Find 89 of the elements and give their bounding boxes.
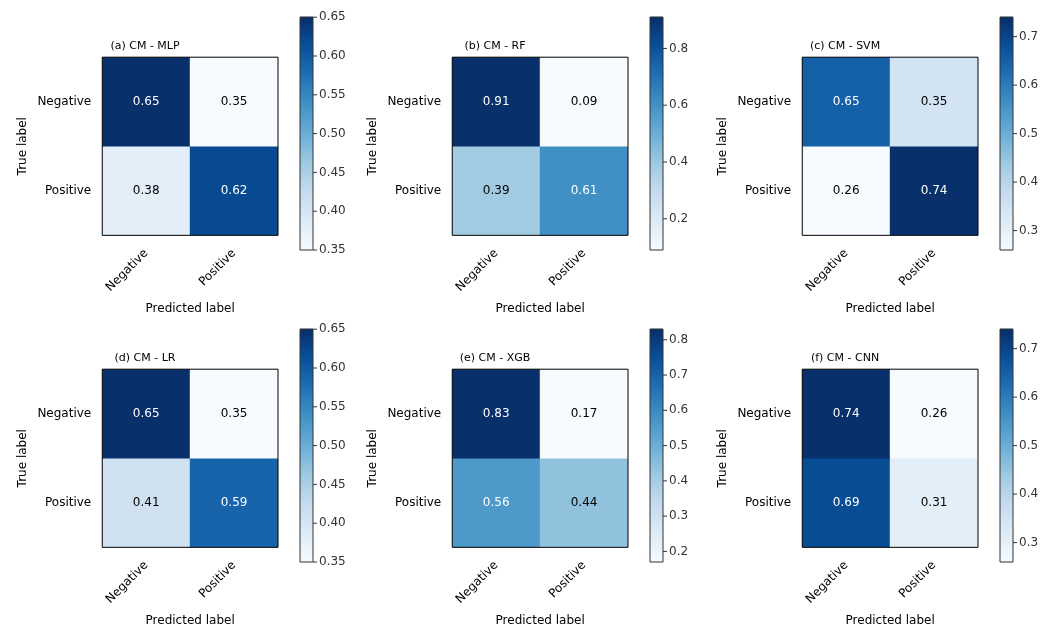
y-tick-label: Positive [744, 182, 792, 197]
x-axis-title: Predicted label [145, 612, 235, 627]
y-tick-label: Negative [387, 405, 442, 420]
chart-title: (d) CM - LR [114, 351, 176, 365]
color-bar-label: 0.35 [319, 554, 346, 569]
color-bar-label: 0.55 [319, 86, 346, 101]
y-tick-label: Positive [44, 494, 92, 509]
data-label: 0.74 [832, 405, 860, 420]
data-label: 0.91 [482, 93, 510, 108]
data-label: 0.65 [132, 93, 160, 108]
y-tick-label: Negative [737, 405, 792, 420]
color-bar-label: 0.40 [319, 203, 346, 218]
color-bar-label: 0.2 [669, 543, 689, 558]
color-bar-label: 0.60 [319, 360, 346, 375]
y-axis-title: True label [15, 429, 30, 489]
data-label: 0.39 [482, 182, 510, 197]
color-bar-label: 0.8 [669, 40, 689, 55]
data-label: 0.35 [920, 93, 948, 108]
color-bar-label: 0.35 [319, 242, 346, 257]
data-label: 0.35 [220, 405, 248, 420]
data-label: 0.26 [832, 182, 860, 197]
data-label: 0.65 [132, 405, 160, 420]
color-bar-label: 0.7 [1019, 340, 1039, 355]
chart-title: (c) CM - SVM [809, 39, 881, 53]
x-axis-title: Predicted label [495, 300, 585, 315]
y-axis-title: True label [715, 429, 730, 489]
color-bar-label: 0.55 [319, 398, 346, 413]
data-label: 0.41 [132, 494, 160, 509]
chart-title: (a) CM - MLP [110, 39, 180, 53]
y-tick-label: Negative [387, 93, 442, 108]
color-bar-label: 0.6 [1019, 77, 1039, 92]
y-tick-label: Positive [394, 494, 442, 509]
color-bar-label: 0.60 [319, 48, 346, 63]
color-bar-label: 0.6 [669, 97, 689, 112]
y-tick-label: Negative [37, 93, 92, 108]
color-bar-label: 0.4 [1019, 486, 1039, 501]
color-bar-label: 0.50 [319, 437, 346, 452]
chart-title: (b) CM - RF [464, 39, 526, 53]
color-bar-label: 0.45 [319, 164, 346, 179]
color-bar-label: 0.7 [669, 367, 689, 382]
data-label: 0.35 [220, 93, 248, 108]
data-label: 0.62 [220, 182, 248, 197]
color-bar-label: 0.50 [319, 125, 346, 140]
color-bar-label: 0.45 [319, 476, 346, 491]
y-tick-label: Positive [744, 494, 792, 509]
y-tick-label: Positive [44, 182, 92, 197]
color-bar-label: 0.40 [319, 515, 346, 530]
color-bar-label: 0.5 [1019, 437, 1039, 452]
color-bar-label: 0.2 [669, 210, 689, 225]
color-bar-label: 0.65 [319, 9, 346, 24]
data-label: 0.74 [920, 182, 948, 197]
x-axis-title: Predicted label [845, 300, 935, 315]
color-bar-label: 0.5 [1019, 125, 1039, 140]
data-label: 0.59 [220, 494, 248, 509]
data-label: 0.26 [920, 405, 948, 420]
data-label: 0.83 [482, 405, 510, 420]
y-axis-title: True label [365, 117, 380, 177]
color-bar-label: 0.3 [669, 508, 689, 523]
color-bar-label: 0.65 [319, 321, 346, 336]
color-bar-label: 0.7 [1019, 28, 1039, 43]
color-bar-label: 0.5 [669, 437, 689, 452]
x-axis-title: Predicted label [495, 612, 585, 627]
color-bar-label: 0.8 [669, 331, 689, 346]
color-bar-label: 0.3 [1019, 534, 1039, 549]
x-axis-title: Predicted label [145, 300, 235, 315]
data-label: 0.09 [570, 93, 598, 108]
color-bar-label: 0.6 [1019, 389, 1039, 404]
data-label: 0.56 [482, 494, 510, 509]
y-tick-label: Negative [737, 93, 792, 108]
data-label: 0.65 [832, 93, 860, 108]
color-bar-label: 0.4 [669, 473, 689, 487]
y-axis-title: True label [365, 429, 380, 489]
data-label: 0.31 [920, 494, 948, 509]
data-label: 0.17 [570, 405, 598, 420]
x-axis-title: Predicted label [845, 612, 935, 627]
data-label: 0.38 [132, 182, 160, 197]
y-tick-label: Positive [394, 182, 442, 197]
data-label: 0.69 [832, 494, 860, 509]
color-bar-label: 0.6 [669, 402, 689, 417]
color-bar-label: 0.3 [1019, 222, 1039, 237]
chart-title: (e) CM - XGB [459, 351, 531, 365]
color-bar-label: 0.4 [669, 154, 689, 169]
color-bar-label: 0.4 [1019, 174, 1039, 189]
data-label: 0.61 [570, 182, 598, 197]
data-label: 0.44 [570, 494, 598, 509]
y-axis-title: True label [715, 117, 730, 177]
chart-title: (f) CM - CNN [810, 351, 880, 365]
y-tick-label: Negative [37, 405, 92, 420]
y-axis-title: True label [15, 117, 30, 177]
